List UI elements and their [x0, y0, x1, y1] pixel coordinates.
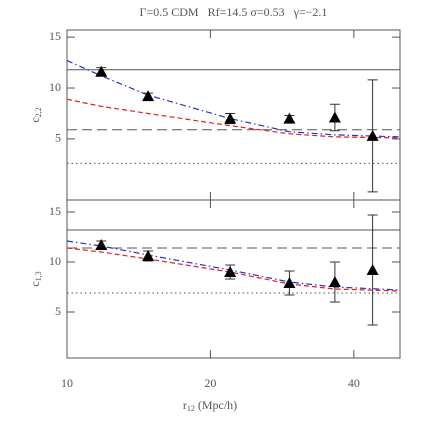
plot-frame	[66, 29, 401, 201]
model-curve	[66, 59, 401, 138]
y-axis-subscript: 2,2	[34, 107, 43, 117]
x-tick-label: 20	[204, 376, 216, 390]
x-axis-label: r12 (Mpc/h)	[183, 398, 237, 413]
data-point	[283, 277, 296, 288]
data-point	[95, 65, 108, 77]
data-point	[328, 276, 341, 287]
data-point	[283, 112, 296, 124]
model-curve	[66, 247, 401, 292]
y-tick-label: 10	[49, 254, 61, 268]
data-point	[366, 264, 379, 275]
y-axis-symbol: c	[28, 281, 42, 286]
data-point	[142, 250, 155, 261]
x-tick-label: 40	[348, 376, 360, 390]
y-tick-label: 15	[49, 204, 61, 218]
data-point	[95, 239, 108, 250]
y-axis-label: c2,2	[28, 107, 43, 122]
data-point	[366, 129, 379, 141]
y-tick-label: 5	[55, 131, 61, 145]
x-tick-label: 10	[61, 376, 73, 390]
data-point	[224, 266, 237, 277]
y-axis-symbol: c	[28, 117, 42, 122]
y-axis-subscript: 1,3	[34, 271, 43, 281]
x-axis-unit: (Mpc/h)	[198, 398, 237, 412]
y-tick-label: 15	[49, 29, 61, 43]
data-point	[328, 111, 341, 123]
y-tick-label: 10	[49, 80, 61, 94]
data-point	[142, 90, 155, 102]
x-axis-symbol: r	[183, 398, 187, 412]
x-axis-subscript: 12	[187, 404, 195, 413]
y-axis-label: c1,3	[28, 271, 43, 286]
model-curve	[66, 98, 401, 139]
y-tick-label: 5	[55, 304, 61, 318]
plot-frame	[66, 199, 401, 359]
chart-title: Γ=0.5 CDM Rf=14.5 σ=0.53 γ=−2.1	[140, 5, 328, 19]
data-point	[224, 112, 237, 124]
